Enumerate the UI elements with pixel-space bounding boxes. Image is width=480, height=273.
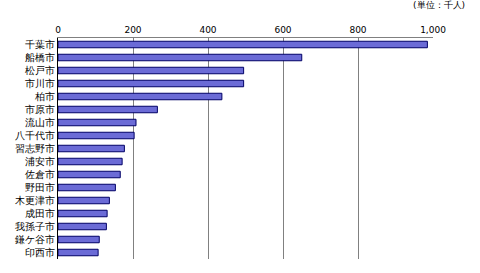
svg-text:木更津市: 木更津市 xyxy=(15,195,55,206)
svg-text:成田市: 成田市 xyxy=(25,208,55,219)
svg-text:(単位：千人): (単位：千人) xyxy=(413,0,465,10)
svg-text:400: 400 xyxy=(199,25,216,35)
svg-text:柏市: 柏市 xyxy=(34,91,55,102)
svg-text:佐倉市: 佐倉市 xyxy=(25,169,55,180)
svg-text:野田市: 野田市 xyxy=(25,182,55,193)
svg-text:市原市: 市原市 xyxy=(25,104,55,115)
svg-text:流山市: 流山市 xyxy=(25,117,55,128)
svg-text:鎌ケ谷市: 鎌ケ谷市 xyxy=(15,234,55,245)
svg-text:800: 800 xyxy=(349,25,366,35)
svg-text:0: 0 xyxy=(55,25,61,35)
svg-text:八千代市: 八千代市 xyxy=(15,130,55,141)
svg-text:我孫子市: 我孫子市 xyxy=(15,221,55,232)
svg-text:200: 200 xyxy=(124,25,141,35)
svg-text:印西市: 印西市 xyxy=(25,247,55,258)
svg-text:市川市: 市川市 xyxy=(25,78,55,89)
svg-text:浦安市: 浦安市 xyxy=(25,156,55,167)
svg-text:1,000: 1,000 xyxy=(420,25,446,35)
svg-text:習志野市: 習志野市 xyxy=(15,143,55,154)
svg-text:600: 600 xyxy=(274,25,291,35)
svg-text:船橋市: 船橋市 xyxy=(25,52,55,63)
svg-text:松戸市: 松戸市 xyxy=(25,65,55,76)
svg-text:千葉市: 千葉市 xyxy=(25,39,55,50)
